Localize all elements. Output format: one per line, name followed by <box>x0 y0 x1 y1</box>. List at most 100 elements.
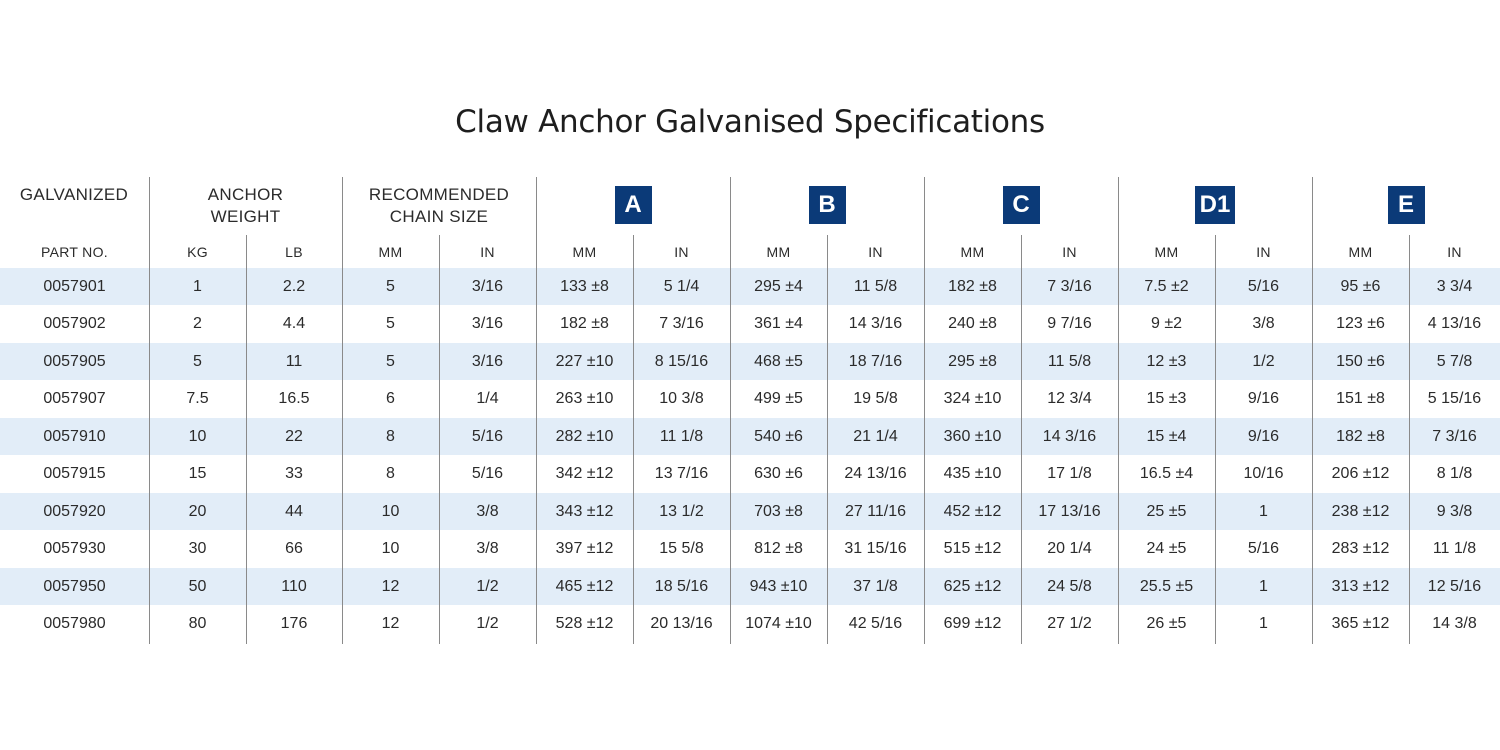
table-cell: 630 ±6 <box>754 465 803 482</box>
spec-table: 0057901 1 2.2 5 3/16 133 ±8 5 1/4 295 ±4 11 5/8 1… <box>0 177 1500 644</box>
table-cell: 151 ±8 <box>1336 390 1385 407</box>
part-number-cell: 0057910 <box>43 427 106 445</box>
table-cell: 1/2 <box>476 615 499 632</box>
table-cell: 20 <box>188 502 207 520</box>
table-cell: 11 5/8 <box>853 277 898 295</box>
table-cell: 27 11/16 <box>844 502 907 520</box>
table-cell: 5/16 <box>471 427 504 445</box>
table-cell: 11 <box>285 352 303 370</box>
table-cell: 5 7/8 <box>1436 352 1473 370</box>
dimension-badge-b: B <box>808 186 846 224</box>
table-cell: 1 <box>1259 577 1268 595</box>
table-cell: 44 <box>285 502 303 520</box>
table-cell: 182 ±8 <box>560 315 609 332</box>
table-cell: 1 <box>1259 502 1268 520</box>
table-cell: 540 ±6 <box>754 427 803 445</box>
table-row: 0057902 2 4.4 5 3/16 182 ±8 7 3/16 361 ±4 14 3/1… <box>0 306 1500 343</box>
table-cell: 12 3/4 <box>1047 390 1092 407</box>
table-cell: 3/8 <box>1252 315 1275 332</box>
table-cell: 24 13/16 <box>844 465 907 482</box>
table-cell: 20 13/16 <box>650 615 713 632</box>
table-cell: 1/2 <box>476 577 499 595</box>
table-cell: 10 3/8 <box>659 390 704 407</box>
dimension-badge-e: E <box>1387 186 1425 224</box>
unit-subheader: IN <box>1062 244 1077 260</box>
table-cell: 5/16 <box>1247 540 1280 557</box>
part-number-cell: 0057902 <box>43 315 106 332</box>
unit-subheader: IN <box>480 244 495 260</box>
dimension-badge-a: A <box>614 186 652 224</box>
table-cell: 14 3/8 <box>1432 615 1477 632</box>
table-cell: 295 ±4 <box>754 277 803 295</box>
table-cell: 515 ±12 <box>943 540 1002 557</box>
part-number-cell: 0057915 <box>43 465 106 482</box>
table-cell: 365 ±12 <box>1331 615 1390 632</box>
group-header-galvanized: GALVANIZED <box>19 185 129 204</box>
unit-subheader: IN <box>1447 244 1462 260</box>
table-cell: 11 5/8 <box>1047 352 1092 370</box>
table-cell: 12 <box>381 577 400 595</box>
table-cell: 110 <box>281 577 307 595</box>
table-row: 0057930 30 66 10 3/8 397 ±12 15 5/8 812 ±8 31 15… <box>0 531 1500 568</box>
table-cell: 95 ±6 <box>1340 277 1381 295</box>
table-row: 0057950 50 110 12 1/2 465 ±12 18 5/16 943 ±10 37… <box>0 568 1500 605</box>
table-cell: 37 1/8 <box>853 577 898 595</box>
table-cell: 16.5 <box>278 390 310 407</box>
table-cell: 25 ±5 <box>1146 502 1187 520</box>
table-cell: 18 5/16 <box>654 577 709 595</box>
group-divider <box>1312 177 1313 644</box>
table-cell: 22 <box>285 427 303 445</box>
table-cell: 12 5/16 <box>1427 577 1482 595</box>
table-cell: 1/2 <box>1252 352 1275 370</box>
group-header-line: ANCHOR <box>207 185 284 204</box>
table-cell: 182 ±8 <box>1336 427 1385 445</box>
table-cell: 12 <box>381 615 400 632</box>
table-cell: 3/8 <box>476 540 499 557</box>
table-cell: 10/16 <box>1243 465 1284 482</box>
table-row: 0057907 7.5 16.5 6 1/4 263 ±10 10 3/8 499 ±5 19 … <box>0 381 1500 418</box>
table-cell: 625 ±12 <box>943 577 1002 595</box>
table-row: 0057901 1 2.2 5 3/16 133 ±8 5 1/4 295 ±4 11 5/8 1… <box>0 268 1500 305</box>
table-cell: 5 <box>386 352 395 370</box>
dimension-badge-c: C <box>1002 186 1040 224</box>
unit-subheader: IN <box>1256 244 1271 260</box>
table-cell: 9 ±2 <box>1150 315 1183 332</box>
table-cell: 5 <box>386 277 395 295</box>
table-cell: 263 ±10 <box>555 390 614 407</box>
table-cell: 4.4 <box>282 315 306 332</box>
table-cell: 25.5 ±5 <box>1139 577 1194 595</box>
table-cell: 1 <box>1259 615 1268 632</box>
table-row: 0057905 5 11 5 3/16 227 ±10 8 15/16 468 ±5 18 7/… <box>0 343 1500 380</box>
table-cell: 240 ±8 <box>948 315 997 332</box>
table-cell: 24 ±5 <box>1146 540 1187 557</box>
table-cell: 16.5 ±4 <box>1139 465 1194 482</box>
table-cell: 3/16 <box>471 315 504 332</box>
table-cell: 699 ±12 <box>943 615 1002 632</box>
table-cell: 3/16 <box>471 352 504 370</box>
part-number-cell: 0057920 <box>43 502 106 520</box>
table-cell: 7 3/16 <box>659 315 704 332</box>
table-cell: 17 13/16 <box>1038 502 1101 520</box>
table-cell: 435 ±10 <box>943 465 1002 482</box>
table-cell: 343 ±12 <box>555 502 614 520</box>
table-cell: 15 <box>188 465 207 482</box>
table-row: 0057915 15 33 8 5/16 342 ±12 13 7/16 630 ±6 24 1… <box>0 456 1500 493</box>
table-cell: 5 <box>193 352 202 370</box>
table-cell: 2.2 <box>282 277 306 295</box>
unit-subheader: IN <box>674 244 689 260</box>
table-cell: 9 7/16 <box>1047 315 1092 332</box>
table-cell: 150 ±6 <box>1336 352 1385 370</box>
group-header-line: RECOMMENDED <box>368 185 510 204</box>
group-divider <box>1118 177 1119 644</box>
group-header-line: WEIGHT <box>210 207 281 226</box>
group-divider <box>149 177 150 644</box>
table-cell: 123 ±6 <box>1336 315 1385 332</box>
part-number-cell: 0057930 <box>43 540 106 557</box>
table-cell: 15 5/8 <box>659 540 704 557</box>
dimension-badge-d1: D1 <box>1195 186 1235 224</box>
part-number-cell: 0057950 <box>43 577 106 595</box>
sub-divider <box>827 235 828 644</box>
table-cell: 5 1/4 <box>663 277 700 295</box>
group-divider <box>924 177 925 644</box>
table-cell: 27 1/2 <box>1047 615 1092 632</box>
